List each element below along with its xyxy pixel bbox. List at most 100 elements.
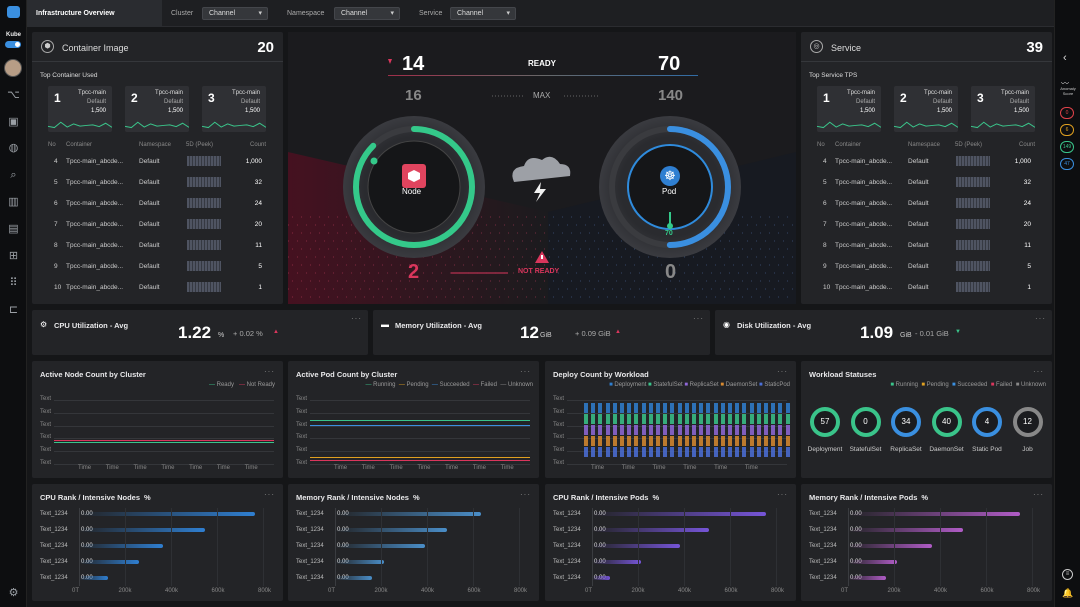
more-icon[interactable]: ··· bbox=[693, 314, 704, 323]
table-row[interactable]: 9 Tpcc-main_abcde... Default 5 bbox=[801, 261, 1052, 277]
stacked-bar-segment bbox=[742, 414, 747, 424]
app-logo[interactable] bbox=[7, 6, 20, 18]
top-card[interactable]: 1 Tpcc-main Default 1,500 bbox=[48, 86, 112, 132]
top-card[interactable]: 2 Tpcc-main Default 1,500 bbox=[125, 86, 189, 132]
table-row[interactable]: 4 Tpcc-main_abcde... Default 1,000 bbox=[32, 156, 283, 172]
rank-bar[interactable] bbox=[335, 576, 372, 580]
row-peek-sparkline bbox=[956, 177, 990, 187]
table-row[interactable]: 7 Tpcc-main_abcde... Default 20 bbox=[32, 219, 283, 235]
more-icon[interactable]: ··· bbox=[351, 314, 362, 323]
more-icon[interactable]: ··· bbox=[520, 490, 531, 499]
gridline bbox=[310, 438, 530, 440]
rank-bar[interactable] bbox=[848, 560, 898, 564]
table-row[interactable]: 10 Tpcc-main_abcde... Default 1 bbox=[32, 282, 283, 298]
more-icon[interactable]: ··· bbox=[264, 490, 275, 499]
more-icon[interactable]: ··· bbox=[777, 367, 788, 376]
rank-bar[interactable] bbox=[848, 528, 964, 532]
stacked-bar-segment bbox=[749, 425, 754, 435]
table-row[interactable]: 8 Tpcc-main_abcde... Default 11 bbox=[801, 240, 1052, 256]
workload-ring[interactable]: 0 bbox=[850, 407, 881, 437]
sparkline bbox=[817, 121, 881, 129]
cluster-select[interactable]: Channel bbox=[202, 7, 268, 20]
more-icon[interactable]: ··· bbox=[1033, 367, 1044, 376]
anomaly-badge[interactable]: 47 bbox=[1060, 158, 1074, 170]
layout-icon[interactable]: ▣ bbox=[8, 116, 19, 128]
theme-toggle[interactable] bbox=[5, 41, 21, 48]
rank-label: Text_1234 bbox=[296, 511, 324, 517]
stacked-bar-segment bbox=[605, 403, 610, 413]
apps-icon[interactable]: ⠿ bbox=[9, 277, 18, 289]
table-row[interactable]: 4 Tpcc-main_abcde... Default 1,000 bbox=[801, 156, 1052, 172]
row-count: 24 bbox=[1023, 200, 1031, 207]
table-row[interactable]: 8 Tpcc-main_abcde... Default 11 bbox=[32, 240, 283, 256]
anomaly-badge[interactable]: 6 bbox=[1060, 124, 1074, 136]
more-icon[interactable]: ··· bbox=[1033, 490, 1044, 499]
hierarchy-icon[interactable]: ⌥ bbox=[7, 89, 20, 101]
rank-bar[interactable] bbox=[592, 528, 710, 532]
rank-label: Text_1234 bbox=[40, 527, 68, 533]
namespace-select[interactable]: Channel bbox=[334, 7, 400, 20]
collapse-icon[interactable]: ‹ bbox=[1063, 52, 1067, 64]
avatar[interactable] bbox=[4, 59, 22, 77]
more-icon[interactable]: ··· bbox=[520, 367, 531, 376]
rank-bar[interactable] bbox=[848, 544, 933, 548]
rank-bar[interactable] bbox=[335, 512, 482, 516]
anomaly-badge[interactable]: 0 bbox=[1060, 107, 1074, 119]
top-card[interactable]: 2 Tpcc-main Default 1,500 bbox=[894, 86, 958, 132]
more-icon[interactable]: ··· bbox=[1035, 314, 1046, 323]
metric-unit: % bbox=[218, 332, 225, 339]
tab-infrastructure-overview[interactable]: Infrastructure Overview bbox=[27, 0, 162, 27]
rank-bar[interactable] bbox=[592, 512, 766, 516]
table-row[interactable]: 9 Tpcc-main_abcde... Default 5 bbox=[32, 261, 283, 277]
bar-chart-icon[interactable]: ▥ bbox=[8, 196, 19, 208]
stacked-bar-segment bbox=[735, 403, 740, 413]
legend-ready: Ready bbox=[216, 382, 234, 388]
list-icon[interactable]: ≡ bbox=[1062, 569, 1073, 580]
rank-bar[interactable] bbox=[79, 576, 109, 580]
table-row[interactable]: 5 Tpcc-main_abcde... Default 32 bbox=[801, 177, 1052, 193]
rank-bar[interactable] bbox=[79, 560, 140, 564]
table-row[interactable]: 10 Tpcc-main_abcde... Default 1 bbox=[801, 282, 1052, 298]
search-icon[interactable]: ⌕ bbox=[10, 169, 17, 181]
anomaly-badge[interactable]: 149 bbox=[1060, 141, 1074, 153]
legend: ■ Running ■ Pending ■ Succeeded ■ Failed… bbox=[890, 382, 1046, 388]
workload-ring[interactable]: 4 bbox=[972, 407, 1002, 437]
failed-series-line bbox=[310, 460, 530, 461]
workload-ring[interactable]: 40 bbox=[931, 407, 962, 437]
rank-bar[interactable] bbox=[79, 512, 255, 516]
active-pod-count-panel: Active Pod Count by Cluster — Running — … bbox=[288, 361, 539, 478]
rank-bar[interactable] bbox=[592, 544, 680, 548]
plugin-icon[interactable]: ⊏ bbox=[8, 304, 19, 316]
grid-icon[interactable]: ⊞ bbox=[8, 250, 19, 262]
rank-bar[interactable] bbox=[335, 544, 425, 548]
service-select[interactable]: Channel bbox=[450, 7, 516, 20]
table-row[interactable]: 6 Tpcc-main_abcde... Default 24 bbox=[801, 198, 1052, 214]
notification-icon[interactable]: 🔔 bbox=[1062, 588, 1074, 598]
workload-ring[interactable]: 57 bbox=[810, 407, 840, 437]
top-card-count: 1,500 bbox=[936, 108, 952, 114]
top-card[interactable]: 1 Tpcc-main Default 1,500 bbox=[817, 86, 881, 132]
stacked-bar-segment bbox=[620, 414, 624, 424]
rank-bar[interactable] bbox=[848, 576, 887, 580]
table-row[interactable]: 6 Tpcc-main_abcde... Default 24 bbox=[32, 198, 283, 214]
rank-bar[interactable] bbox=[592, 560, 642, 564]
trend-up-icon: ▲ bbox=[273, 329, 279, 335]
top-card[interactable]: 3 Tpcc-main Default 1,500 bbox=[202, 86, 266, 132]
rank-bar[interactable] bbox=[335, 560, 385, 564]
more-icon[interactable]: ··· bbox=[777, 490, 788, 499]
settings-icon[interactable]: ⚙ bbox=[8, 587, 19, 599]
top-card[interactable]: 3 Tpcc-main Default 1,500 bbox=[971, 86, 1035, 132]
workload-ring[interactable]: 34 bbox=[891, 407, 921, 437]
table-row[interactable]: 5 Tpcc-main_abcde... Default 32 bbox=[32, 177, 283, 193]
table-row[interactable]: 7 Tpcc-main_abcde... Default 20 bbox=[801, 219, 1052, 235]
rank-bar[interactable] bbox=[848, 512, 1021, 516]
globe-icon[interactable]: ◍ bbox=[8, 142, 19, 154]
workload-ring[interactable]: 12 bbox=[1012, 407, 1043, 437]
rank-bar[interactable] bbox=[335, 528, 447, 532]
document-icon[interactable]: ▤ bbox=[8, 223, 19, 235]
row-peek-sparkline bbox=[187, 261, 221, 271]
rank-bar[interactable] bbox=[79, 544, 164, 548]
more-icon[interactable]: ··· bbox=[264, 367, 275, 376]
rank-bar[interactable] bbox=[592, 576, 611, 580]
rank-bar[interactable] bbox=[79, 528, 206, 532]
